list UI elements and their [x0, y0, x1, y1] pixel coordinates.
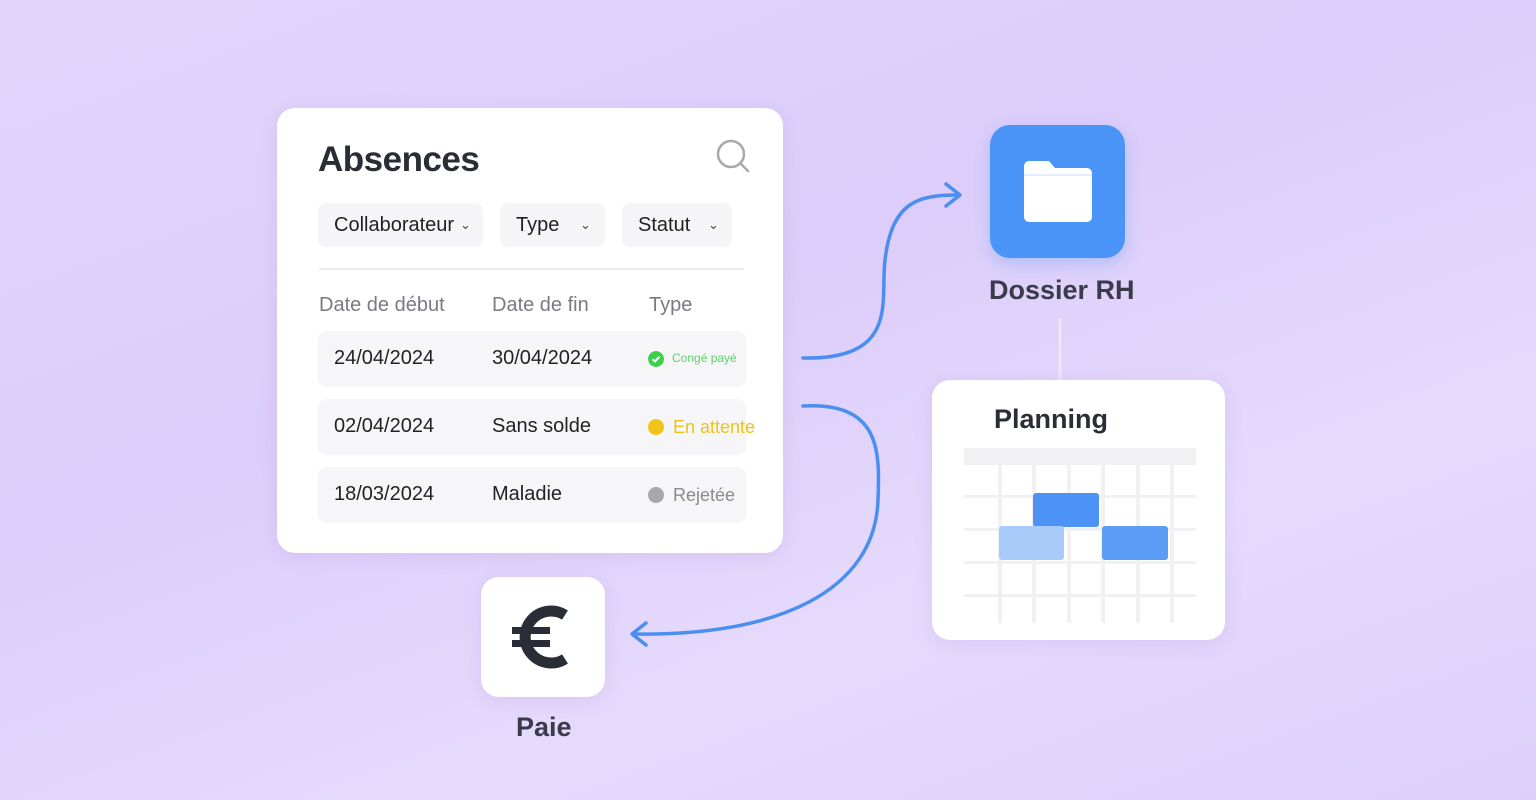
- dossier-rh-label: Dossier RH: [989, 275, 1135, 305]
- end-date: Maladie: [492, 483, 563, 505]
- paie-label: Paie: [516, 712, 572, 742]
- grid-row-line: [964, 594, 1196, 597]
- arrow-head-paie: [630, 621, 648, 647]
- filter-type[interactable]: Type ⌄: [500, 203, 605, 247]
- filter-label: Type: [516, 214, 560, 236]
- status-badge: En attente: [673, 417, 756, 437]
- grid-header: [964, 448, 1196, 465]
- table-row[interactable]: 24/04/2024 30/04/2024 Congé payé: [318, 331, 746, 387]
- table-row[interactable]: 18/03/2024 Maladie Rejetée: [318, 467, 746, 523]
- calendar-grid: [964, 448, 1196, 623]
- grid-row-line: [964, 561, 1196, 564]
- grid-column-line: [1067, 465, 1071, 623]
- chevron-down-icon: ⌄: [708, 217, 719, 232]
- euro-icon: [512, 605, 568, 669]
- status-badge: Rejetée: [673, 485, 736, 505]
- column-header-start: Date de début: [319, 294, 445, 316]
- grid-row-line: [964, 528, 1196, 531]
- absences-title: Absences: [318, 140, 480, 179]
- planning-title: Planning: [994, 404, 1108, 434]
- end-date: 30/04/2024: [492, 347, 593, 369]
- divider: [319, 268, 744, 270]
- end-date: Sans solde: [492, 415, 591, 437]
- planning-event: [999, 526, 1064, 560]
- table-row[interactable]: 02/04/2024 Sans solde En attente: [318, 399, 755, 455]
- filter-collaborateur[interactable]: Collaborateur ⌄: [318, 203, 483, 247]
- absences-card: Absences Collaborateur ⌄ Type ⌄ Statut ⌄ Da…: [277, 108, 783, 553]
- grid-column-line: [1170, 465, 1174, 623]
- filter-label: Collaborateur: [334, 214, 455, 236]
- arrow-to-paie: [634, 404, 881, 636]
- start-date: 24/04/2024: [334, 347, 435, 369]
- folder-icon: [1024, 161, 1092, 222]
- search-icon[interactable]: [715, 138, 751, 174]
- arrow-to-dossier: [801, 193, 960, 360]
- column-header-end: Date de fin: [492, 294, 589, 316]
- chevron-down-icon: ⌄: [580, 217, 591, 232]
- pending-dot-icon: [648, 419, 664, 435]
- filter-statut[interactable]: Statut ⌄: [622, 203, 732, 247]
- planning-event: [1102, 526, 1168, 560]
- paie-tile[interactable]: [481, 577, 605, 697]
- start-date: 02/04/2024: [334, 415, 435, 437]
- arrow-head-dossier: [944, 182, 962, 208]
- dossier-rh-tile[interactable]: [990, 125, 1125, 258]
- planning-card[interactable]: Planning: [932, 380, 1225, 640]
- chevron-down-icon: ⌄: [460, 217, 471, 232]
- rejected-dot-icon: [648, 487, 664, 503]
- start-date: 18/03/2024: [334, 483, 435, 505]
- filter-label: Statut: [638, 214, 691, 236]
- check-circle-icon: [648, 351, 664, 367]
- planning-event: [1033, 493, 1099, 527]
- column-header-type: Type: [649, 294, 693, 316]
- status-badge: Congé payé: [672, 351, 737, 365]
